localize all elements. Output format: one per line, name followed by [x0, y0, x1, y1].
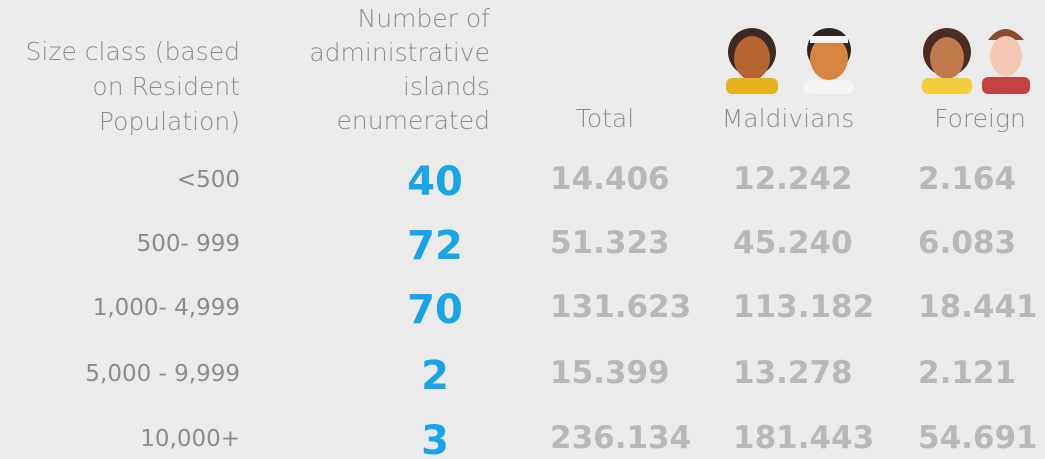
maldivian-icons — [726, 28, 854, 94]
size-class: 1,000- 4,999 — [93, 295, 240, 321]
size-class: 500- 999 — [137, 231, 240, 257]
total: 15.399 — [550, 355, 670, 391]
maldivians: 13.278 — [733, 355, 853, 391]
header-islands: Number of — [358, 4, 491, 33]
island-count: 3 — [421, 418, 449, 459]
total: 51.323 — [550, 225, 670, 261]
size-class: 10,000+ — [140, 426, 240, 452]
total: 14.406 — [550, 161, 670, 197]
maldivians: 12.242 — [733, 161, 853, 197]
total: 236.134 — [550, 420, 691, 456]
header-foreign: Foreign — [934, 104, 1026, 133]
header-islands: administrative — [309, 38, 490, 67]
header-size-class: Size class (based — [26, 37, 241, 66]
header-size-class: Population) — [99, 107, 240, 136]
island-count: 40 — [407, 159, 463, 205]
maldivians: 45.240 — [733, 225, 853, 261]
foreign: 2.164 — [918, 161, 1016, 197]
foreign: 54.691 — [918, 420, 1038, 456]
foreign: 6.083 — [918, 225, 1016, 261]
total: 131.623 — [550, 289, 691, 325]
island-count: 2 — [421, 353, 449, 399]
header-islands: enumerated — [337, 106, 490, 135]
header-size-class: on Resident — [92, 72, 240, 101]
maldivians: 113.182 — [733, 289, 874, 325]
island-count: 72 — [407, 223, 463, 269]
maldivians: 181.443 — [733, 420, 874, 456]
foreign: 2.121 — [918, 355, 1016, 391]
foreign-icons — [922, 28, 1030, 94]
island-count: 70 — [407, 287, 463, 333]
header-maldivians: Maldivians — [722, 104, 855, 133]
foreign: 18.441 — [918, 289, 1038, 325]
header-total: Total — [576, 104, 634, 133]
header-islands: islands — [403, 72, 490, 101]
size-class: 5,000 - 9,999 — [85, 361, 240, 387]
size-class: <500 — [177, 167, 240, 193]
